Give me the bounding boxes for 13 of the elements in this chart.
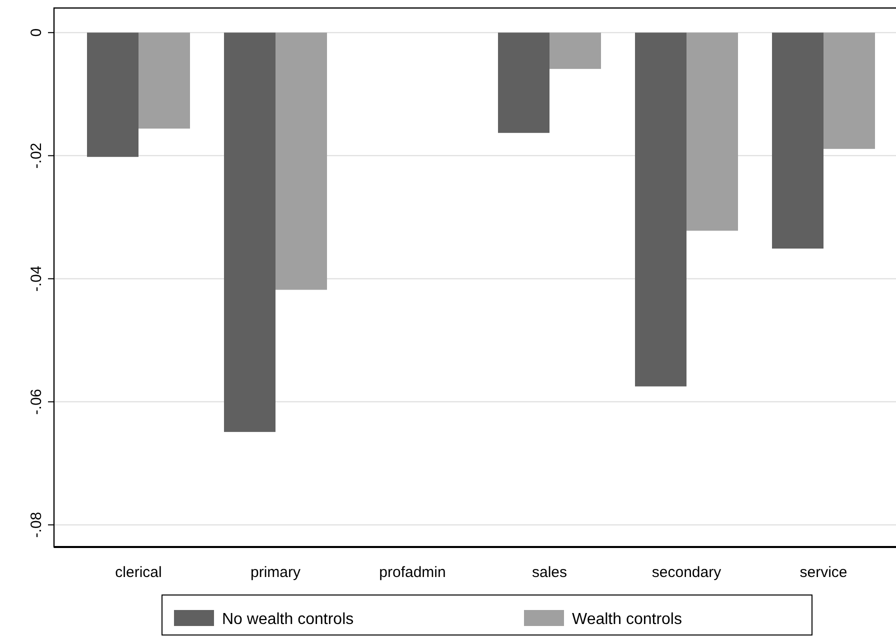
x-tick-label: service — [800, 564, 848, 581]
y-tick-label: -.02 — [28, 142, 45, 169]
legend-label: Wealth controls — [572, 611, 682, 628]
y-tick-label: -.04 — [28, 266, 45, 292]
x-tick-label: profadmin — [379, 564, 446, 581]
x-tick-label: secondary — [652, 564, 722, 581]
y-tick-label: 0 — [28, 28, 45, 37]
y-tick-label: -.08 — [28, 512, 45, 538]
x-tick-label: clerical — [115, 564, 162, 581]
legend-label: No wealth controls — [222, 611, 354, 628]
y-tick-label: -.06 — [28, 388, 45, 415]
x-tick-label: sales — [532, 564, 568, 581]
x-tick-label: primary — [250, 564, 301, 581]
